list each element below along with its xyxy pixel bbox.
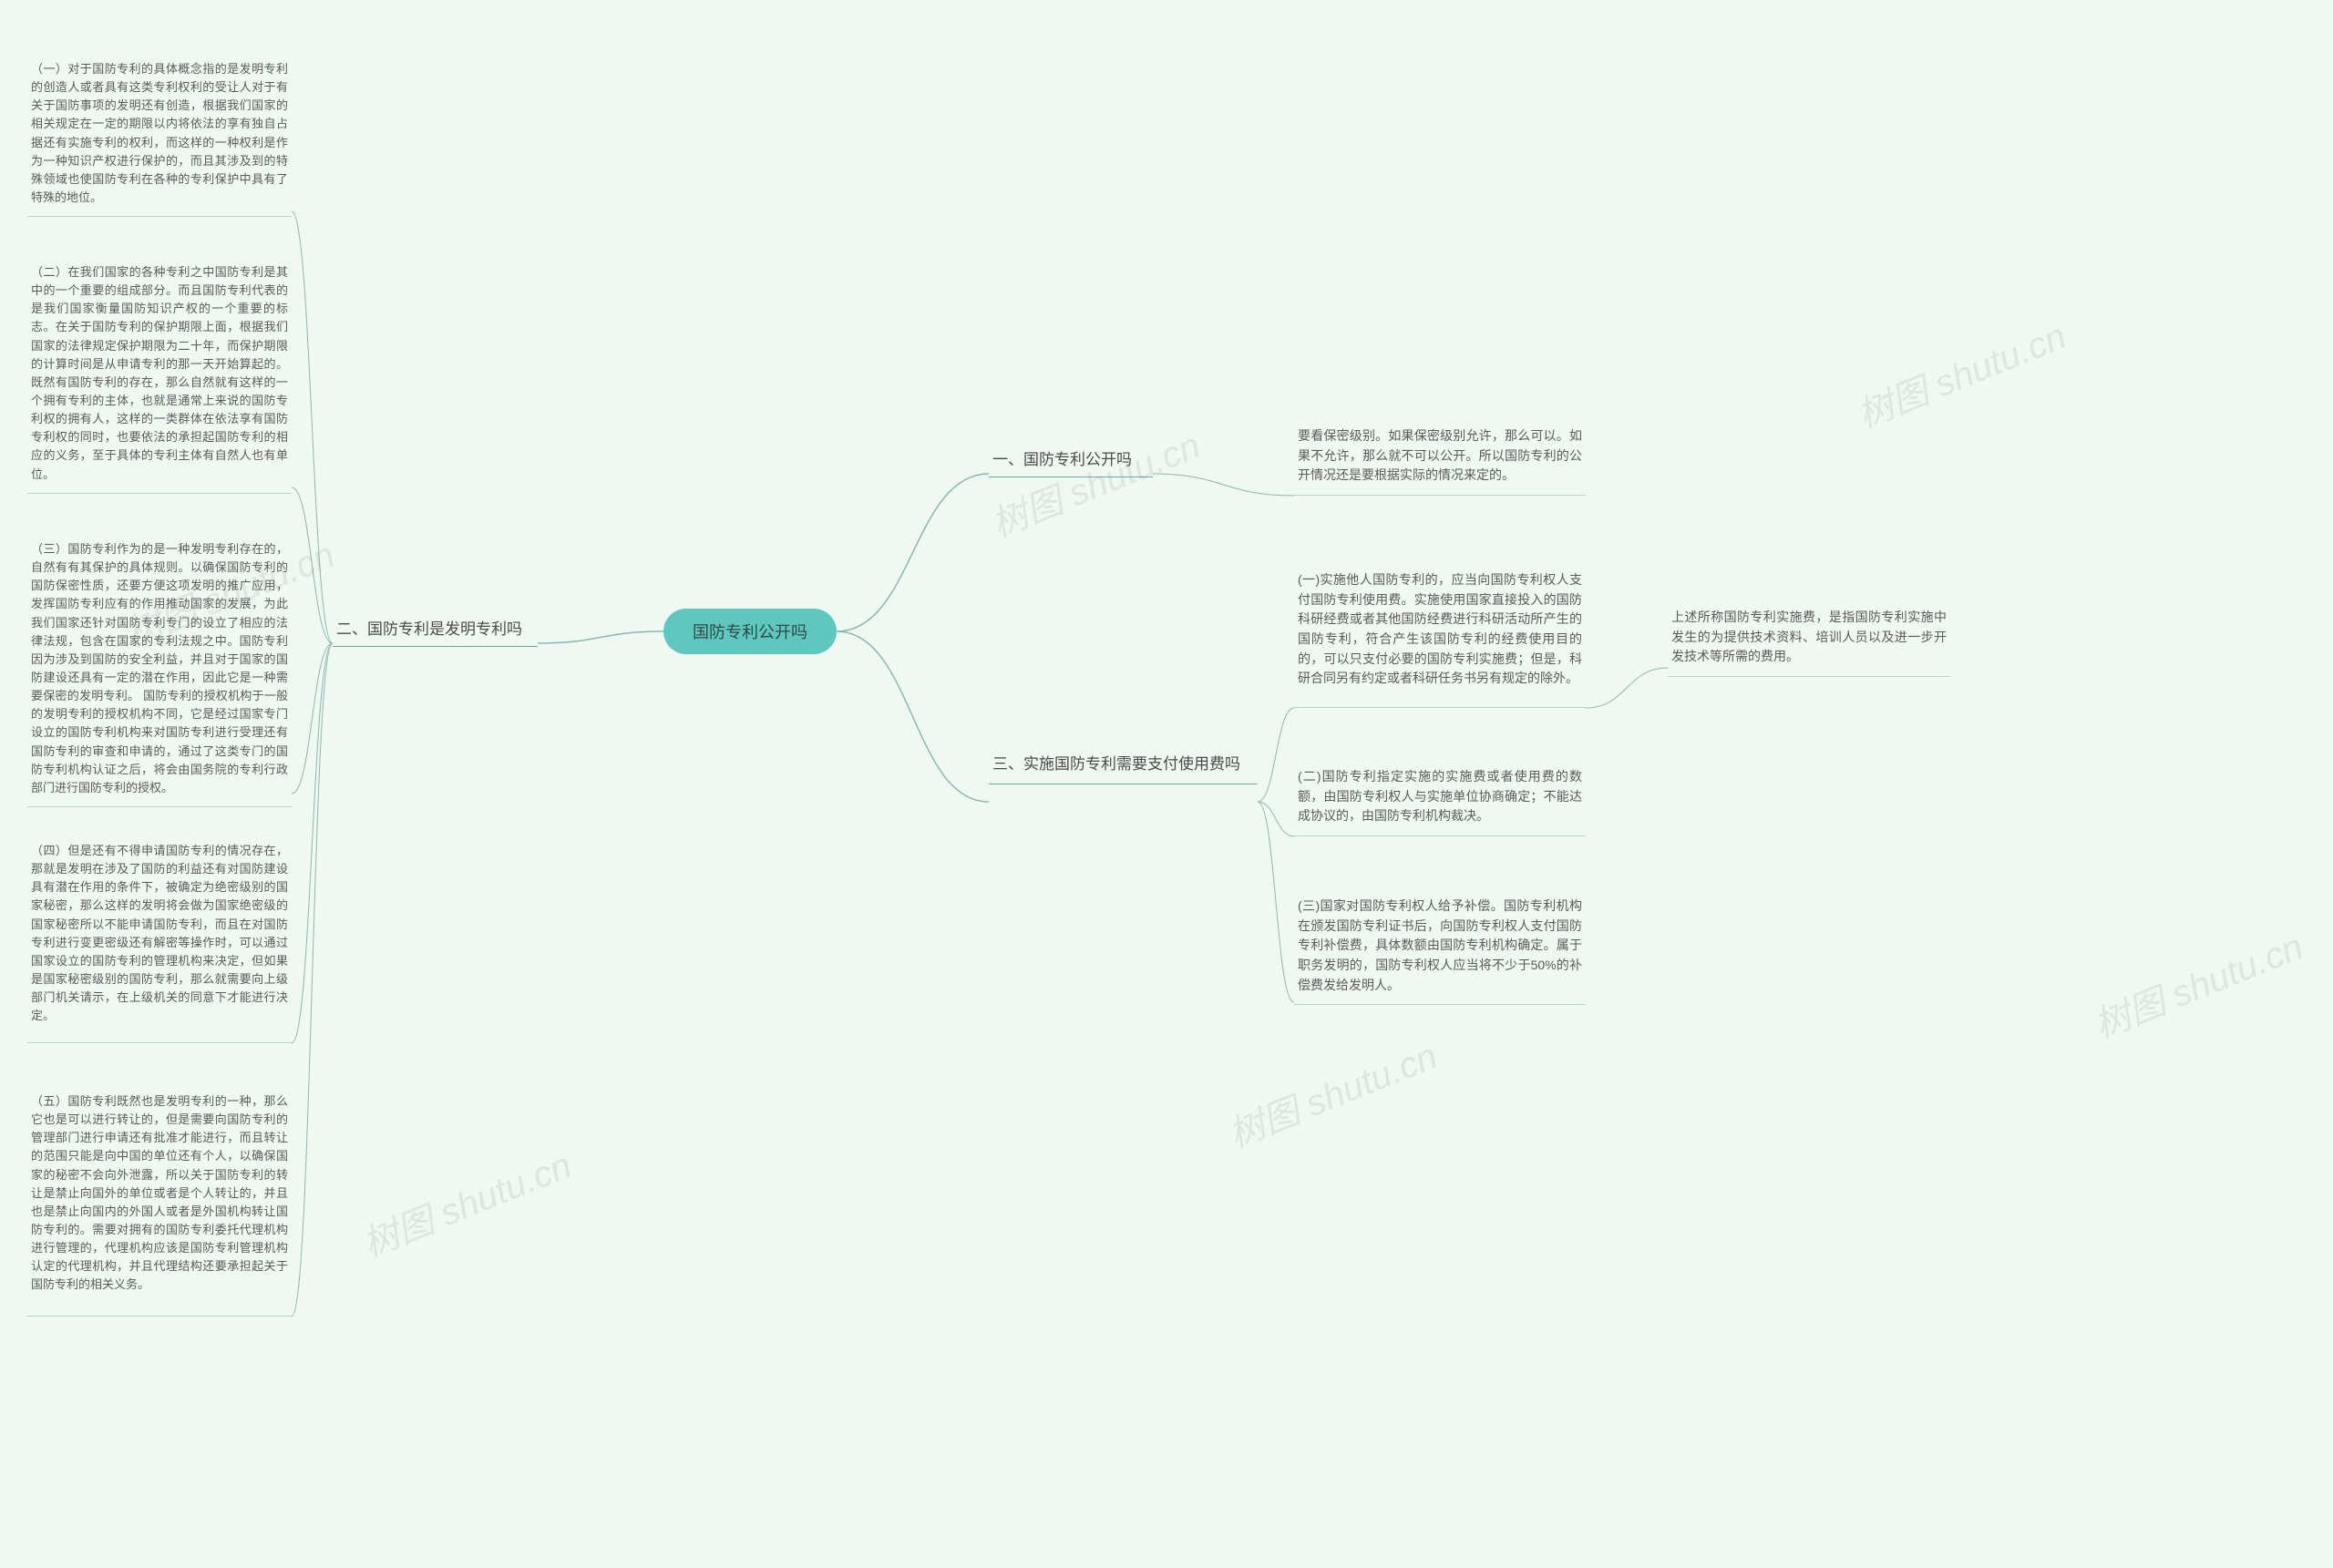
leaf-text: （四）但是还有不得申请国防专利的情况存在，那就是发明在涉及了国防的利益还有对国防…: [31, 844, 288, 1022]
mindmap-canvas: 国防专利公开吗 一、国防专利公开吗 要看保密级别。如果保密级别允许，那么可以。如果不…: [0, 0, 2333, 1568]
watermark: 树图 shutu.cn: [1219, 1027, 1444, 1159]
leaf-node[interactable]: (三)国家对国防专利权人给予补偿。国防专利机构在颁发国防专利证书后，向国防专利权…: [1294, 893, 1586, 1005]
leaf-text: （二）在我们国家的各种专利之中国防专利是其中的一个重要的组成部分。而且国防专利代…: [31, 265, 288, 481]
root-label: 国防专利公开吗: [693, 620, 807, 643]
leaf-node[interactable]: （四）但是还有不得申请国防专利的情况存在，那就是发明在涉及了国防的利益还有对国防…: [27, 838, 292, 1043]
leaf-text: 要看保密级别。如果保密级别允许，那么可以。如果不允许，那么就不可以公开。所以国防…: [1298, 428, 1582, 482]
leaf-node[interactable]: 要看保密级别。如果保密级别允许，那么可以。如果不允许，那么就不可以公开。所以国防…: [1294, 423, 1586, 496]
leaf-text: （一）对于国防专利的具体概念指的是发明专利的创造人或者具有这类专利权利的受让人对…: [31, 62, 288, 204]
watermark: 树图 shutu.cn: [2085, 917, 2309, 1050]
branch-label: 二、国防专利是发明专利吗: [336, 620, 522, 638]
leaf-node[interactable]: （五）国防专利既然也是发明专利的一种，那么它也是可以进行转让的，但是需要向国防专…: [27, 1089, 292, 1317]
root-node[interactable]: 国防专利公开吗: [663, 609, 837, 654]
branch-label: 三、实施国防专利需要支付使用费吗: [992, 755, 1240, 773]
watermark: 树图 shutu.cn: [1848, 307, 2072, 439]
branch-node[interactable]: 二、国防专利是发明专利吗: [333, 612, 538, 647]
leaf-text: (一)实施他人国防专利的，应当向国防专利权人支付国防专利使用费。实施使用国家直接…: [1298, 572, 1582, 685]
watermark-text: 树图 shutu.cn: [2089, 927, 2308, 1047]
branch-label: 一、国防专利公开吗: [992, 451, 1132, 468]
leaf-text: （五）国防专利既然也是发明专利的一种，那么它也是可以进行转让的，但是需要向国防专…: [31, 1094, 288, 1291]
leaf-node[interactable]: （一）对于国防专利的具体概念指的是发明专利的创造人或者具有这类专利权利的受让人对…: [27, 56, 292, 217]
watermark-text: 树图 shutu.cn: [1852, 316, 2071, 436]
watermark-text: 树图 shutu.cn: [1223, 1036, 1443, 1156]
leaf-text: (二)国防专利指定实施的实施费或者使用费的数额，由国防专利权人与实施单位协商确定…: [1298, 769, 1582, 823]
leaf-node[interactable]: (一)实施他人国防专利的，应当向国防专利权人支付国防专利使用费。实施使用国家直接…: [1294, 567, 1586, 708]
watermark: 树图 shutu.cn: [354, 1136, 578, 1268]
leaf-text: 上述所称国防专利实施费，是指国防专利实施中发生的为提供技术资料、培训人员以及进一…: [1671, 610, 1947, 663]
leaf-node[interactable]: （二）在我们国家的各种专利之中国防专利是其中的一个重要的组成部分。而且国防专利代…: [27, 260, 292, 494]
leaf-text: (三)国家对国防专利权人给予补偿。国防专利机构在颁发国防专利证书后，向国防专利权…: [1298, 898, 1582, 992]
leaf-node[interactable]: (二)国防专利指定实施的实施费或者使用费的数额，由国防专利权人与实施单位协商确定…: [1294, 764, 1586, 836]
branch-node[interactable]: 一、国防专利公开吗: [989, 443, 1153, 477]
leaf-node[interactable]: 上述所称国防专利实施费，是指国防专利实施中发生的为提供技术资料、培训人员以及进一…: [1668, 604, 1950, 677]
leaf-node[interactable]: （三）国防专利作为的是一种发明专利存在的，自然有有其保护的具体规则。以确保国防专…: [27, 537, 292, 807]
branch-node[interactable]: 三、实施国防专利需要支付使用费吗: [989, 749, 1258, 784]
watermark-text: 树图 shutu.cn: [357, 1145, 577, 1266]
leaf-text: （三）国防专利作为的是一种发明专利存在的，自然有有其保护的具体规则。以确保国防专…: [31, 542, 288, 794]
watermark: 树图 shutu.cn: [982, 416, 1207, 548]
connectors-svg: [0, 0, 2333, 1568]
